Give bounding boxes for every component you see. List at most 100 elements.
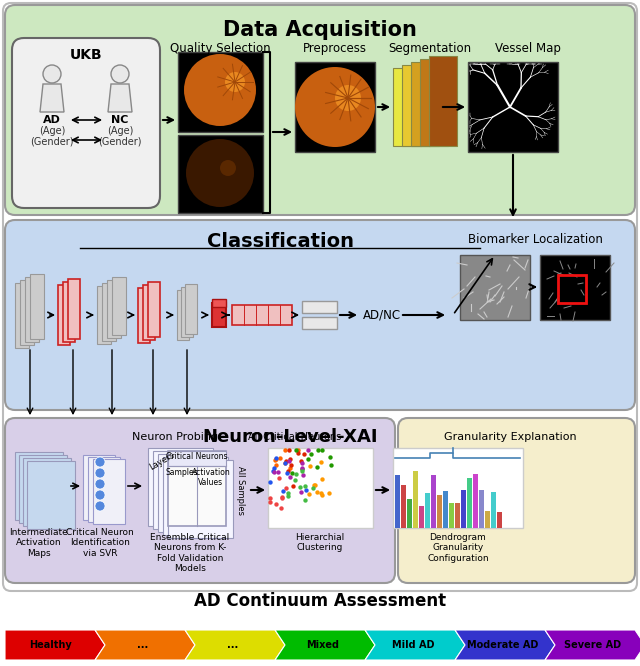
Text: Segmentation: Segmentation xyxy=(388,42,472,55)
Point xyxy=(276,502,286,513)
Point xyxy=(299,449,309,460)
Circle shape xyxy=(95,490,105,500)
Point xyxy=(285,454,295,465)
Bar xyxy=(168,460,233,538)
Text: Biomarker Localization: Biomarker Localization xyxy=(468,233,602,246)
Text: Vessel Map: Vessel Map xyxy=(495,42,561,55)
Point xyxy=(271,454,281,464)
Text: ...: ... xyxy=(227,640,239,650)
Bar xyxy=(302,317,337,329)
Bar xyxy=(449,503,454,528)
Bar xyxy=(431,475,436,528)
Text: NC: NC xyxy=(111,115,129,125)
Circle shape xyxy=(95,501,105,511)
Point xyxy=(316,457,326,468)
Point xyxy=(313,445,323,456)
Bar xyxy=(19,455,67,523)
Point xyxy=(326,460,336,470)
Point xyxy=(288,481,298,492)
Point xyxy=(310,480,321,490)
Point xyxy=(312,462,323,472)
Bar xyxy=(93,459,125,524)
Bar xyxy=(460,255,530,320)
Point xyxy=(296,456,306,467)
Point xyxy=(268,466,278,477)
Text: ...: ... xyxy=(138,640,148,650)
Point xyxy=(304,489,314,500)
Point xyxy=(296,463,307,474)
Bar xyxy=(212,299,226,307)
Text: (Gender): (Gender) xyxy=(30,136,74,146)
Bar xyxy=(268,448,373,528)
Bar xyxy=(295,62,375,152)
Point xyxy=(278,486,288,497)
Point xyxy=(282,491,292,501)
Point xyxy=(280,458,290,469)
Circle shape xyxy=(335,85,361,111)
Bar xyxy=(181,287,193,337)
FancyBboxPatch shape xyxy=(398,418,635,583)
Bar xyxy=(23,458,71,526)
Bar xyxy=(25,276,39,342)
Text: Neuron-Level-XAI: Neuron-Level-XAI xyxy=(202,428,378,446)
Circle shape xyxy=(184,54,256,126)
Bar xyxy=(153,451,218,529)
Bar xyxy=(177,290,189,340)
Bar xyxy=(558,275,586,303)
Point xyxy=(271,460,282,471)
Bar xyxy=(455,503,460,528)
Text: Activation
Values: Activation Values xyxy=(191,468,230,488)
Point xyxy=(286,460,296,470)
Point xyxy=(297,466,307,476)
Point xyxy=(292,448,303,458)
Text: Hierarchial
Clustering: Hierarchial Clustering xyxy=(296,533,344,552)
Bar xyxy=(138,288,150,342)
Point xyxy=(287,468,297,478)
Point xyxy=(307,483,317,494)
Point xyxy=(283,466,293,476)
Polygon shape xyxy=(275,630,375,660)
Point xyxy=(323,488,333,499)
Bar xyxy=(497,512,502,528)
Bar xyxy=(148,448,213,526)
Bar xyxy=(468,62,558,152)
Bar xyxy=(413,471,418,528)
Bar xyxy=(68,279,80,339)
Point xyxy=(291,445,301,456)
Text: Critical Neuron
Identification
via SVR: Critical Neuron Identification via SVR xyxy=(66,528,134,558)
Bar xyxy=(143,284,155,340)
Bar xyxy=(473,474,478,528)
Bar xyxy=(232,305,292,325)
Bar xyxy=(540,255,610,320)
Bar xyxy=(437,495,442,528)
Point xyxy=(281,483,291,494)
Bar xyxy=(429,56,457,146)
Polygon shape xyxy=(365,630,465,660)
Text: Dendrogram
Granularity
Configuration: Dendrogram Granularity Configuration xyxy=(427,533,489,563)
Text: Healthy: Healthy xyxy=(29,640,72,650)
Point xyxy=(296,486,307,497)
Text: Ensemble Critical
Neurons from K-
Fold Validation
Models: Ensemble Critical Neurons from K- Fold V… xyxy=(150,533,230,573)
Text: Neuron Probing: Neuron Probing xyxy=(132,432,218,442)
Polygon shape xyxy=(108,84,132,112)
Polygon shape xyxy=(185,630,285,660)
Text: Samples: Samples xyxy=(166,468,198,477)
Text: AD/NC: AD/NC xyxy=(363,308,401,322)
Text: Moderate AD: Moderate AD xyxy=(467,640,539,650)
Text: Mixed: Mixed xyxy=(307,640,339,650)
Point xyxy=(317,445,327,456)
FancyBboxPatch shape xyxy=(5,220,635,410)
Bar xyxy=(163,457,228,535)
Text: Intermediate
Activation
Maps: Intermediate Activation Maps xyxy=(10,528,68,558)
Point xyxy=(317,490,328,500)
Circle shape xyxy=(43,65,61,83)
Point xyxy=(305,460,315,471)
Bar xyxy=(58,285,70,345)
Bar xyxy=(168,451,226,526)
Point xyxy=(273,467,284,478)
Bar xyxy=(407,499,412,528)
Point xyxy=(283,488,293,499)
Point xyxy=(284,456,294,467)
Point xyxy=(270,455,280,466)
Point xyxy=(269,462,280,473)
